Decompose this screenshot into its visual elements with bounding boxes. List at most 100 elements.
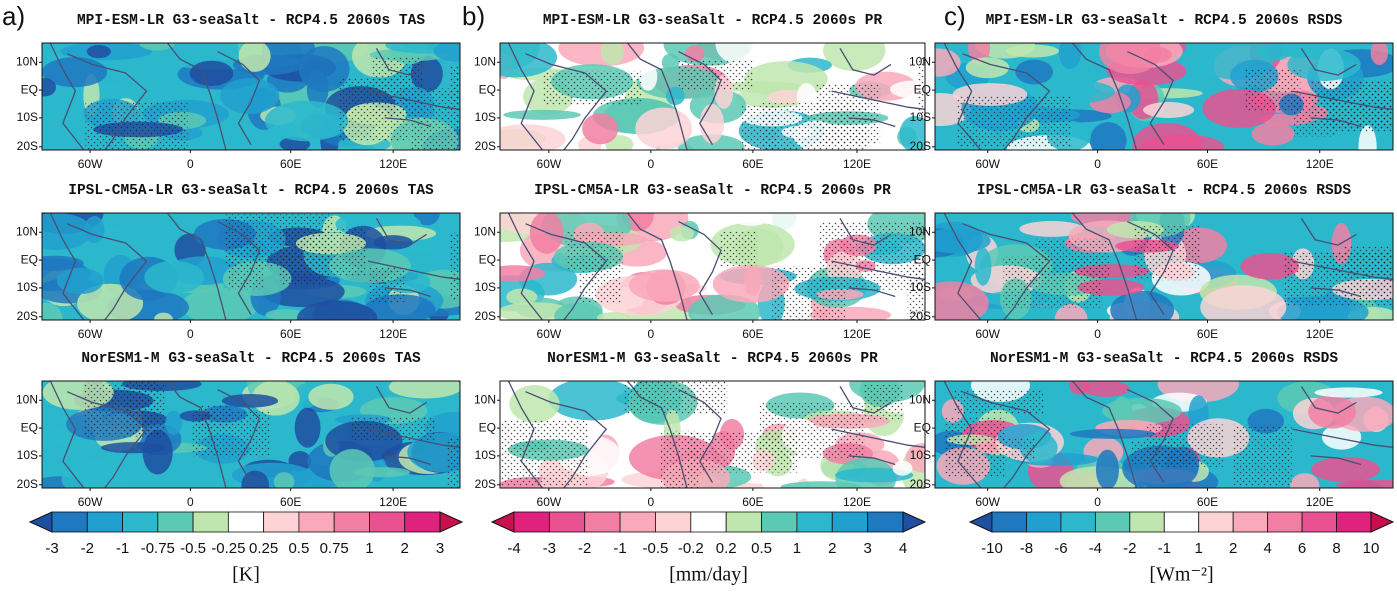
field-blob — [935, 48, 961, 77]
lon-label: 60W — [975, 157, 1000, 171]
lon-label: 0 — [1094, 495, 1101, 509]
coastline — [1071, 213, 1138, 320]
lat-label: 10N — [16, 392, 38, 406]
colorbar-unit: [Wm⁻²] — [1149, 564, 1213, 586]
lat-label: EQ — [21, 82, 38, 96]
stippling — [944, 417, 1006, 478]
colorbar-box — [619, 511, 656, 533]
field-blob — [42, 57, 108, 88]
colorbar-box — [796, 511, 833, 533]
colorbar-label: 0.75 — [320, 540, 349, 557]
lat-label: EQ — [914, 252, 931, 266]
stippling — [125, 381, 160, 436]
field-blob — [1069, 428, 1156, 439]
panel-title: NorESM1-M G3-seaSalt - RCP4.5 2060s PR — [547, 351, 878, 367]
colorbar-box — [51, 511, 88, 533]
colorbar-label: -8 — [1020, 540, 1033, 557]
field-blob — [42, 302, 63, 320]
lat-label: EQ — [914, 420, 931, 434]
lon-label: 60W — [78, 495, 103, 509]
colorbar-label: 2 — [1229, 540, 1237, 557]
colorbar-label: -0.2 — [678, 540, 704, 557]
stippling — [759, 403, 865, 458]
field-blob — [529, 213, 564, 254]
coastline — [166, 213, 227, 320]
lon-label: 120E — [843, 157, 871, 171]
colorbar-box — [263, 511, 300, 533]
field-blob — [241, 470, 270, 488]
lat-label: 20S — [17, 139, 38, 153]
colorbar-box — [122, 511, 159, 533]
colorbar-box — [1026, 511, 1062, 533]
field-blob — [500, 43, 558, 78]
map-frame — [41, 380, 461, 489]
lon-label: 120E — [843, 327, 871, 341]
field-blob — [892, 460, 913, 476]
colorbar-label: 1 — [793, 540, 801, 557]
stippling — [917, 55, 925, 121]
colorbar-label: -0.5 — [180, 540, 206, 557]
colorbar-box — [1336, 511, 1372, 533]
coastline — [1310, 455, 1362, 466]
map-panel — [935, 213, 1393, 320]
colorbar-box — [867, 511, 904, 533]
field-blob — [1321, 424, 1362, 450]
coastline — [1310, 287, 1362, 298]
coastline — [217, 388, 261, 483]
field-blob — [86, 45, 111, 59]
coastline — [839, 48, 892, 76]
field-blob — [100, 442, 167, 454]
field-blob — [264, 100, 349, 142]
coastline — [1300, 47, 1357, 76]
lat-label: 10S — [17, 110, 38, 124]
field-blob — [1336, 479, 1393, 488]
colorbar-label: -10 — [981, 540, 1003, 557]
field-blob — [1132, 123, 1203, 150]
lon-label: 120E — [1306, 327, 1334, 341]
field-blob — [500, 265, 546, 282]
coastline — [384, 287, 431, 298]
field-blob — [42, 78, 57, 97]
lon-label: 60E — [1197, 157, 1218, 171]
coastline — [375, 218, 427, 246]
colorbar-label: -3 — [543, 540, 556, 557]
field-blob — [1358, 125, 1377, 150]
colorbar-box — [1060, 511, 1096, 533]
lat-label: EQ — [914, 82, 931, 96]
lon-label: 60E — [742, 157, 763, 171]
field-blob — [1240, 253, 1299, 280]
lon-label: 120E — [1306, 495, 1334, 509]
lon-label: 60E — [1197, 495, 1218, 509]
coastline — [1292, 90, 1393, 110]
stippling — [191, 411, 270, 458]
field-blob — [273, 472, 295, 488]
stippling — [863, 385, 904, 422]
map-frame — [499, 212, 926, 321]
coastline — [384, 455, 431, 466]
colorbar-label: 2 — [401, 540, 409, 557]
colorbar-box — [1267, 511, 1303, 533]
coastline — [626, 43, 688, 150]
field-blob — [433, 43, 460, 62]
stippling — [349, 416, 436, 440]
field-blob — [727, 213, 774, 226]
colorbar-label: 3 — [436, 540, 444, 557]
lon-label: 60E — [742, 327, 763, 341]
stippling — [741, 105, 779, 150]
stippling — [579, 260, 622, 305]
colorbar-label: 1 — [365, 540, 373, 557]
field-blob — [181, 287, 258, 320]
colorbar-unit: [mm/day] — [669, 564, 748, 586]
coastline — [49, 43, 85, 150]
coastline — [66, 391, 148, 488]
colorbar-box — [298, 511, 335, 533]
lat-label: 10N — [909, 224, 931, 238]
lon-label: 60W — [78, 327, 103, 341]
coastline — [1310, 117, 1362, 128]
coastline — [626, 213, 688, 320]
lon-label: 120E — [843, 495, 871, 509]
colorbar-box — [404, 511, 441, 533]
lat-label: 20S — [475, 139, 496, 153]
field-blob — [298, 46, 350, 92]
panel-title: MPI-ESM-LR G3-seaSalt - RCP4.5 2060s PR — [543, 13, 883, 29]
